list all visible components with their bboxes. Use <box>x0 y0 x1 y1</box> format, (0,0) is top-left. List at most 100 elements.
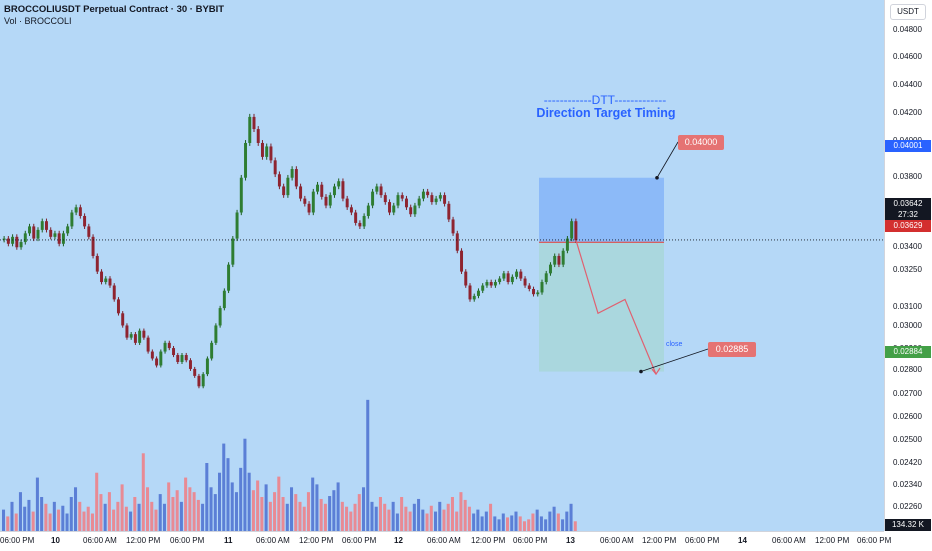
volume-bar <box>213 494 217 531</box>
volume-bar <box>112 509 116 531</box>
volume-bar <box>552 506 556 531</box>
candle-body <box>574 221 578 241</box>
volume-bar <box>277 476 281 531</box>
time-tick-label: 11 <box>224 536 233 545</box>
candle-body <box>6 238 10 244</box>
candle-body <box>248 116 252 143</box>
volume-bar <box>535 509 539 531</box>
symbol-title[interactable]: BROCCOLIUSDT Perpetual Contract · 30 · B… <box>4 4 225 15</box>
volume-bar <box>425 513 429 531</box>
projection-arrowhead <box>651 367 661 376</box>
volume-bar <box>260 497 264 531</box>
candle-body <box>95 255 99 272</box>
time-tick-label: 06:00 AM <box>772 536 806 545</box>
candle-body <box>252 116 256 130</box>
volume-bar <box>467 506 471 531</box>
chart-pane[interactable]: BROCCOLIUSDT Perpetual Contract · 30 · B… <box>0 0 884 531</box>
volume-bar <box>438 501 442 531</box>
price-tick-label: 0.02600 <box>893 412 922 421</box>
candle-body <box>172 348 176 356</box>
candle-body <box>548 264 552 274</box>
volume-bar <box>179 501 183 531</box>
volume-bar <box>99 494 103 531</box>
candle-body <box>358 222 362 227</box>
candle-body <box>320 184 324 197</box>
volume-bar <box>209 487 213 531</box>
target-connector <box>656 141 679 178</box>
volume-bar <box>459 492 463 531</box>
candle-body <box>273 160 277 175</box>
volume-bar <box>514 511 518 531</box>
volume-bar <box>74 487 78 531</box>
candle-body <box>438 195 442 199</box>
volume-bar <box>281 497 285 531</box>
volume-bar <box>57 509 61 531</box>
candle-body <box>421 191 425 199</box>
overlay-layer <box>0 141 884 376</box>
candle-body <box>15 236 19 248</box>
volume-bar <box>103 503 107 531</box>
volume-bar <box>61 505 65 531</box>
target-anchor <box>655 175 659 180</box>
candle-body <box>515 271 519 277</box>
candle-body <box>163 342 167 352</box>
volume-bar <box>417 498 421 531</box>
volume-bar <box>146 487 150 531</box>
price-tick-label: 0.02340 <box>893 480 922 489</box>
candle-body <box>235 212 239 239</box>
time-tick-label: 06:00 PM <box>857 536 892 545</box>
volume-bar <box>141 453 145 531</box>
time-tick-label: 14 <box>738 536 747 545</box>
price-axis[interactable] <box>884 0 932 531</box>
volume-bar <box>569 503 573 531</box>
candle-body <box>61 233 65 244</box>
time-tick-label: 06:00 AM <box>83 536 117 545</box>
chart-canvas[interactable] <box>0 0 884 531</box>
candle-body <box>70 212 74 227</box>
volume-bar <box>10 501 14 531</box>
candle-body <box>460 250 464 272</box>
time-axis[interactable]: 06:00 PM 10 06:00 AM 12:00 PM 06:00 PM 11 06:0… <box>0 531 891 551</box>
candle-body <box>290 169 294 178</box>
dtt-subtitle: Direction Target Timing <box>536 106 676 120</box>
volume-bar <box>484 511 488 531</box>
candle-body <box>307 203 311 213</box>
candle-body <box>125 325 129 338</box>
candle-body <box>472 295 476 300</box>
candle-body <box>510 276 514 283</box>
volume-bar <box>205 463 209 531</box>
price-tick-label: 0.04600 <box>893 52 922 61</box>
candle-body <box>32 226 36 239</box>
candle-body <box>506 273 510 283</box>
candle-body <box>532 288 536 295</box>
volume-bar <box>188 487 192 531</box>
candle-body <box>311 191 315 213</box>
volume-bar <box>362 487 366 531</box>
volume-bar <box>497 519 501 531</box>
time-tick-label: 13 <box>566 536 575 545</box>
candle-body <box>40 221 44 230</box>
candle-body <box>294 169 298 187</box>
volume-bar <box>573 521 577 531</box>
volume-bar <box>196 499 200 531</box>
volume-bar <box>408 511 412 531</box>
candle-body <box>553 255 557 265</box>
currency-selector-button[interactable]: USDT <box>890 4 926 20</box>
candle-body <box>222 290 226 309</box>
candle-body <box>476 290 480 296</box>
volume-bar <box>78 501 82 531</box>
volume-bar <box>387 509 391 531</box>
volume-indicator-label[interactable]: Vol · BROCCOLI <box>4 16 72 26</box>
candle-layer <box>2 113 578 389</box>
target-price-label[interactable]: 0.04000 <box>678 135 724 150</box>
candle-body <box>180 355 184 362</box>
candle-body <box>184 355 188 361</box>
time-tick-label: 06:00 PM <box>170 536 205 545</box>
volume-bar <box>442 509 446 531</box>
stop-price-label[interactable]: 0.02885 <box>708 342 756 357</box>
candle-body <box>341 181 345 199</box>
candle-body <box>256 129 260 143</box>
volume-bar <box>35 477 39 531</box>
volume-bar <box>404 506 408 531</box>
price-tick-label: 0.03000 <box>893 321 922 330</box>
